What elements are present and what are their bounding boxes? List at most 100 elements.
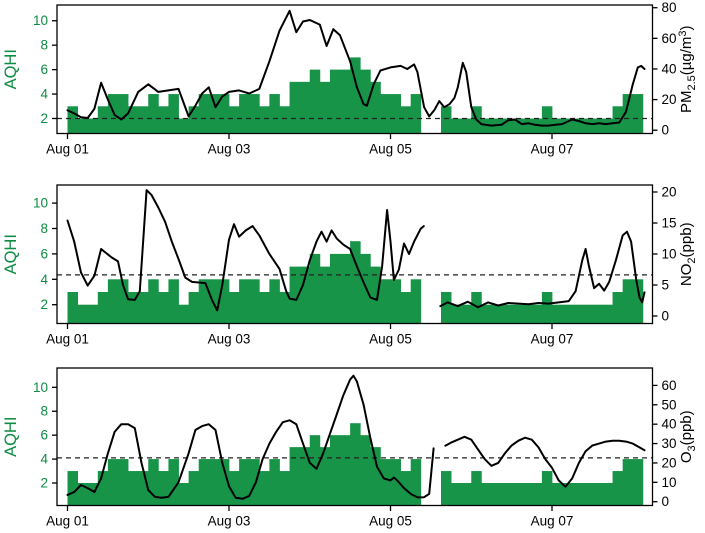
aqhi-bar xyxy=(309,69,321,134)
aqhi-bar xyxy=(521,304,533,324)
aqhi-bar xyxy=(158,292,169,324)
aqhi-bar xyxy=(360,69,371,134)
aqhi-bar xyxy=(178,304,190,324)
aqhi-bar xyxy=(552,304,563,324)
aqhi-bar xyxy=(461,304,472,324)
aqhi-bar xyxy=(461,118,472,134)
aqhi-bar xyxy=(491,304,502,324)
plot-box-o3 xyxy=(56,367,654,507)
o3-tick-label: 10 xyxy=(662,475,677,490)
aqhi-bar xyxy=(188,292,200,324)
x-tick-label: Aug 05 xyxy=(369,514,412,529)
aqhi-bar xyxy=(158,106,169,134)
pm25-line xyxy=(66,9,646,127)
x-tick-label: Aug 03 xyxy=(208,332,251,347)
aqhi-bar xyxy=(572,118,583,134)
aqhi-bar xyxy=(218,279,230,324)
aqhi-bar xyxy=(562,118,573,134)
aqhi-bar xyxy=(77,304,89,324)
x-tick-label: Aug 07 xyxy=(531,142,574,157)
aqhi-tick-label: 6 xyxy=(40,246,48,261)
aqhi-bar xyxy=(128,106,139,134)
aqhi-bar xyxy=(582,118,593,134)
aqhi-tick-label: 4 xyxy=(40,272,48,287)
pm25-axis-title: PM2.5(µg/m3) xyxy=(677,25,698,113)
aqhi-bar xyxy=(350,57,361,134)
aqhi-bar xyxy=(410,94,422,134)
aqhi-bar xyxy=(229,106,240,134)
aqhi-bar xyxy=(218,94,230,134)
aqhi-bar xyxy=(289,447,301,506)
aqhi-bar xyxy=(168,94,179,134)
aqhi-bar xyxy=(208,459,220,506)
aqhi-bar xyxy=(168,279,179,324)
aqhi-bar xyxy=(138,106,149,134)
aqhi-bar xyxy=(269,459,280,506)
x-tick-label: Aug 05 xyxy=(369,142,412,157)
panel-o3: 2 4 6 8 10 0 10 20 30 40 50 60 Aug 01 Aug 03 Aug 05 Aug… xyxy=(2,367,698,529)
aqhi-bar xyxy=(531,483,543,506)
aqhi-bar xyxy=(128,471,139,506)
aqhi-bar xyxy=(148,279,159,324)
aqhi-bar xyxy=(279,106,290,134)
aqhi-bar xyxy=(229,471,240,506)
aqhi-bar xyxy=(178,483,190,506)
aqhi-bar xyxy=(249,94,260,134)
aqhi-bar xyxy=(259,292,270,324)
aqhi-bar xyxy=(259,471,270,506)
pm25-tick-label: 40 xyxy=(662,61,677,76)
x-tick-label: Aug 05 xyxy=(369,332,412,347)
aqhi-bar xyxy=(87,483,99,506)
aqhi-bar xyxy=(481,483,492,506)
aqhi-bar xyxy=(87,118,99,134)
aqhi-bar xyxy=(400,471,412,506)
aqhi-bar xyxy=(501,483,513,506)
aqhi-bar xyxy=(471,471,482,506)
x-tick-label: Aug 01 xyxy=(46,142,89,157)
aqhi-bar xyxy=(299,266,311,324)
aqhi-bar xyxy=(208,94,220,134)
aqhi-bar xyxy=(198,279,210,324)
aqhi-bar xyxy=(340,253,351,324)
aqhi-bar xyxy=(501,304,513,324)
o3-line xyxy=(444,435,646,488)
aqhi-bar xyxy=(622,459,634,506)
x-tick-label: Aug 03 xyxy=(208,142,251,157)
aqhi-axis-title: AQHI xyxy=(2,417,20,457)
aqhi-bar xyxy=(249,279,260,324)
aqhi-bar xyxy=(319,81,331,134)
pm25-tick-label: 20 xyxy=(662,92,677,107)
aqhi-bar xyxy=(592,304,603,324)
aqhi-bar xyxy=(299,81,311,134)
aqhi-bar xyxy=(329,253,341,324)
x-tick-label: Aug 01 xyxy=(46,514,89,529)
aqhi-tick-label: 10 xyxy=(33,380,48,395)
aqhi-bar xyxy=(390,279,401,324)
x-tick-label: Aug 07 xyxy=(531,514,574,529)
aqhi-bar xyxy=(97,106,109,134)
o3-tick-label: 50 xyxy=(662,397,677,412)
aqhi-bar xyxy=(481,118,492,134)
aqhi-tick-label: 2 xyxy=(40,111,48,126)
aqhi-bar xyxy=(451,304,462,324)
aqhi-bar xyxy=(198,459,210,506)
aqhi-bar xyxy=(612,471,624,506)
aqhi-bar xyxy=(107,279,119,324)
no2-tick-label: 0 xyxy=(662,309,670,324)
aqhi-bar xyxy=(481,304,492,324)
aqhi-bar xyxy=(340,435,351,506)
aqhi-bar xyxy=(340,69,351,134)
aqhi-tick-label: 4 xyxy=(40,87,48,102)
aqhi-tick-label: 6 xyxy=(40,428,48,443)
aqhi-bar xyxy=(158,471,169,506)
aqhi-tick-label: 10 xyxy=(33,13,48,28)
aqhi-tick-label: 8 xyxy=(40,404,48,419)
aqhi-bar xyxy=(218,459,230,506)
aqhi-bar xyxy=(400,106,412,134)
aqhi-bar xyxy=(138,471,149,506)
aqhi-bar xyxy=(602,304,613,324)
x-tick-label: Aug 01 xyxy=(46,332,89,347)
aqhi-bar xyxy=(501,118,513,134)
aqhi-bar xyxy=(592,118,603,134)
aqhi-bar xyxy=(400,292,412,324)
